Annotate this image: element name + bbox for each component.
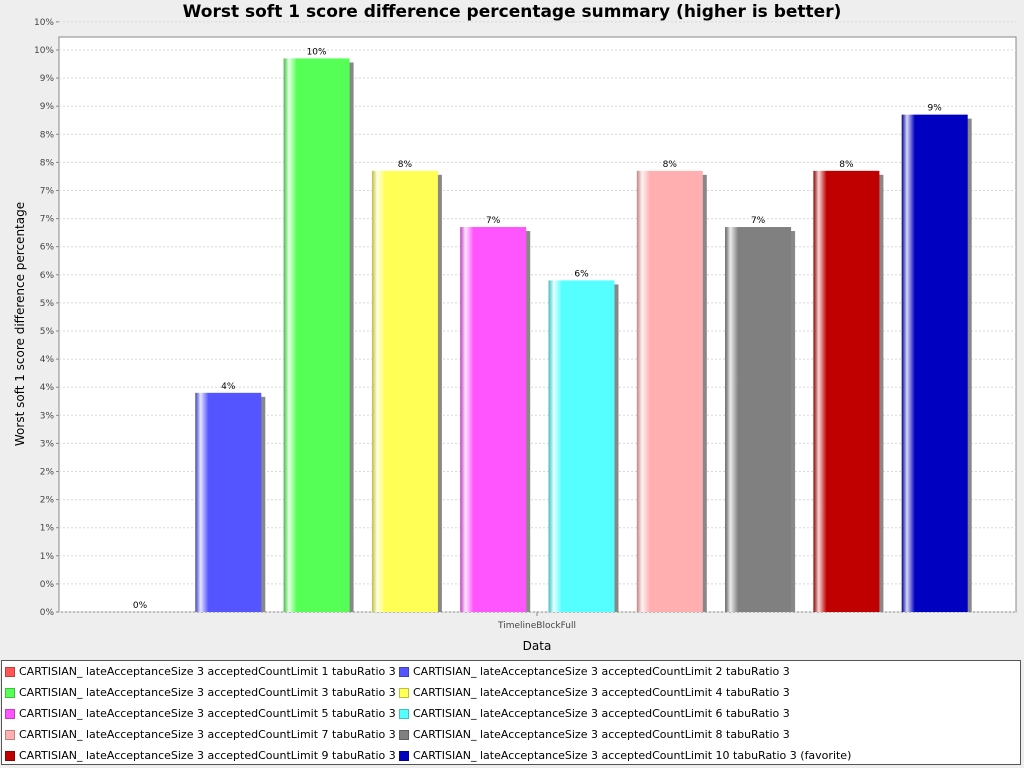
legend-label: CARTISIAN_ lateAcceptanceSize 3 accepted… xyxy=(413,686,790,699)
bar-value-label: 6% xyxy=(574,269,589,279)
y-tick-label: 4% xyxy=(40,383,55,393)
y-tick-label: 1% xyxy=(40,524,55,534)
y-axis-label: Worst soft 1 score difference percentage xyxy=(13,202,27,446)
bar-value-label: 10% xyxy=(307,47,327,57)
legend-item: CARTISIAN_ lateAcceptanceSize 3 accepted… xyxy=(399,707,790,721)
bar-8 xyxy=(725,227,792,612)
legend-item: CARTISIAN_ lateAcceptanceSize 3 accepted… xyxy=(399,686,790,700)
y-tick-label: 5% xyxy=(40,327,55,337)
legend-label: CARTISIAN_ lateAcceptanceSize 3 accepted… xyxy=(19,665,396,678)
y-tick-label: 2% xyxy=(40,468,55,478)
legend-label: CARTISIAN_ lateAcceptanceSize 3 accepted… xyxy=(19,707,396,720)
y-tick-label: 6% xyxy=(40,271,55,281)
legend-swatch xyxy=(5,667,15,677)
y-tick-label: 8% xyxy=(40,158,55,168)
legend-label: CARTISIAN_ lateAcceptanceSize 3 accepted… xyxy=(19,728,396,741)
bar-value-label: 0% xyxy=(133,601,148,611)
y-tick-label: 0% xyxy=(40,580,55,590)
legend-label: CARTISIAN_ lateAcceptanceSize 3 accepted… xyxy=(413,665,790,678)
legend-swatch xyxy=(399,709,409,719)
bar-2 xyxy=(195,392,262,612)
legend-item: CARTISIAN_ lateAcceptanceSize 3 accepted… xyxy=(5,707,396,721)
y-tick-label: 2% xyxy=(40,496,55,506)
bars xyxy=(195,58,972,613)
y-tick-label: 7% xyxy=(40,187,55,197)
legend-item: CARTISIAN_ lateAcceptanceSize 3 accepted… xyxy=(399,728,790,742)
chart-title: Worst soft 1 score difference percentage… xyxy=(182,2,842,22)
x-tick-label: TimelineBlockFull xyxy=(497,621,576,631)
y-tick-label: 6% xyxy=(40,243,55,253)
bar-3 xyxy=(283,58,350,613)
x-axis-label: Data xyxy=(523,639,552,653)
y-tick-label: 10% xyxy=(34,18,54,28)
legend-label: CARTISIAN_ lateAcceptanceSize 3 accepted… xyxy=(19,686,396,699)
y-tick-label: 0% xyxy=(40,608,55,618)
bar-6 xyxy=(548,280,615,612)
legend-item: CARTISIAN_ lateAcceptanceSize 3 accepted… xyxy=(399,665,790,679)
legend-item: CARTISIAN_ lateAcceptanceSize 3 accepted… xyxy=(5,749,396,763)
bar-chart: 0% 0% 1% 1% 2% 2% 3% 3% 4% 4% 5% 5% 6% 6% 7% 7% 8% 8% 9% 9%… xyxy=(13,18,1017,653)
legend-label: CARTISIAN_ lateAcceptanceSize 3 accepted… xyxy=(413,749,852,762)
bar-5 xyxy=(460,227,527,612)
legend-label: CARTISIAN_ lateAcceptanceSize 3 accepted… xyxy=(413,707,790,720)
legend-swatch xyxy=(399,751,409,761)
y-tick-label: 3% xyxy=(40,439,55,449)
y-tick-label: 10% xyxy=(34,46,54,56)
bar-10 xyxy=(901,114,968,612)
legend-label: CARTISIAN_ lateAcceptanceSize 3 accepted… xyxy=(413,728,790,741)
bar-value-label: 7% xyxy=(486,216,501,226)
legend-swatch xyxy=(5,751,15,761)
legend: CARTISIAN_ lateAcceptanceSize 3 accepted… xyxy=(1,660,1021,765)
y-tick-label: 8% xyxy=(40,130,55,140)
bar-value-label: 7% xyxy=(751,216,766,226)
bar-value-label: 8% xyxy=(839,160,854,170)
legend-swatch xyxy=(5,688,15,698)
y-tick-label: 5% xyxy=(40,299,55,309)
bar-value-label: 9% xyxy=(928,104,943,114)
legend-item: CARTISIAN_ lateAcceptanceSize 3 accepted… xyxy=(5,665,396,679)
legend-swatch xyxy=(399,688,409,698)
legend-item: CARTISIAN_ lateAcceptanceSize 3 accepted… xyxy=(5,728,396,742)
bar-4 xyxy=(371,170,438,612)
y-tick-label: 1% xyxy=(40,552,55,562)
legend-item: CARTISIAN_ lateAcceptanceSize 3 accepted… xyxy=(399,749,851,763)
y-axis-ticks: 0% 0% 1% 1% 2% 2% 3% 3% 4% 4% 5% 5% 6% 6% 7% 7% 8% 8% 9% 9%… xyxy=(34,18,538,618)
y-tick-label: 7% xyxy=(40,215,55,225)
bar-9 xyxy=(813,170,880,612)
y-tick-label: 9% xyxy=(40,74,55,84)
legend-swatch xyxy=(399,730,409,740)
bar-value-label: 4% xyxy=(221,382,236,392)
bar-value-labels: 0% 4% 10% 8% 7% 6% 8% 7% 8% 9% xyxy=(133,47,942,611)
y-tick-label: 9% xyxy=(40,102,55,112)
y-tick-label: 3% xyxy=(40,411,55,421)
bar-value-label: 8% xyxy=(663,160,678,170)
legend-swatch xyxy=(399,667,409,677)
bar-value-label: 8% xyxy=(398,160,413,170)
legend-label: CARTISIAN_ lateAcceptanceSize 3 accepted… xyxy=(19,749,396,762)
legend-item: CARTISIAN_ lateAcceptanceSize 3 accepted… xyxy=(5,686,396,700)
y-tick-label: 4% xyxy=(40,355,55,365)
legend-swatch xyxy=(5,709,15,719)
bar-7 xyxy=(636,170,703,612)
legend-swatch xyxy=(5,730,15,740)
